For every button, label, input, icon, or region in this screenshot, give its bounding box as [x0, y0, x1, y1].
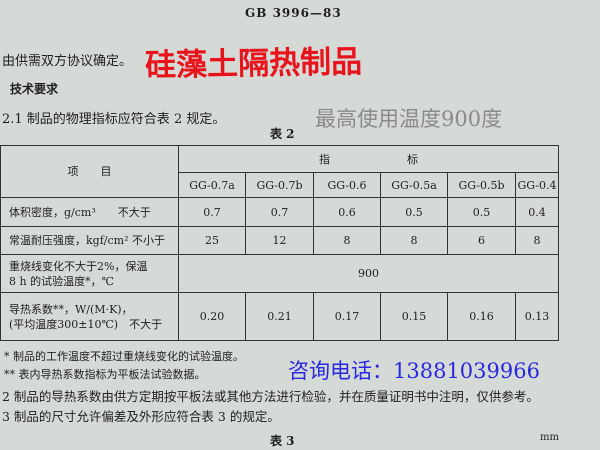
- label-line: 体积密度，g/cm³ 不大于: [9, 205, 151, 219]
- value-cell: 0.4: [515, 197, 559, 227]
- clause-line: 3 制品的尺寸允许偏差及外形应符合表 3 的规定。: [2, 409, 280, 424]
- row-label: 导热系数**，W/(M·K)， (平均温度300±10℃) 不大于: [0, 292, 179, 341]
- grade-header: GG-0.6: [313, 172, 381, 198]
- value-cell: 25: [178, 226, 246, 255]
- note: * 制品的工作温度不超过重烧线变化的试验温度。: [4, 350, 244, 363]
- label-line: 导热系数**，W/(M·K)，: [9, 302, 133, 316]
- overlay-temp: 最高使用温度900度: [315, 107, 503, 131]
- value-cell: 0.6: [313, 197, 381, 227]
- grade-header: GG-0.7b: [245, 172, 314, 198]
- value-cell: 12: [245, 226, 314, 255]
- grade-header: GG-0.7a: [178, 172, 246, 198]
- overlay-product: 硅藻土隔热制品: [144, 44, 363, 84]
- row-label: 重烧线变化不大于2%，保温 8 h 的试验温度*，℃: [0, 254, 179, 293]
- index-header: 指 标: [178, 145, 559, 173]
- merged-value: 900: [178, 254, 559, 293]
- overlay-phone: 咨询电话：13881039966: [288, 359, 540, 383]
- value-cell: 0.20: [178, 292, 246, 341]
- label-line: 重烧线变化不大于2%，保温: [9, 259, 148, 273]
- value-cell: 0.15: [380, 292, 448, 341]
- value-cell: 8: [380, 226, 448, 255]
- value-cell: 8: [313, 226, 381, 255]
- value-cell: 0.7: [245, 197, 314, 227]
- header-code: GB 3996—83: [245, 6, 342, 20]
- clause-line: 2 制品的导热系数由供方定期按平板法或其他方法进行检验，并在质量证明书中注明，仅…: [2, 389, 539, 404]
- table-caption: 表 2: [270, 127, 295, 141]
- label-line: 常温耐压强度，kgf/cm² 不小于: [9, 234, 165, 247]
- row-label: 体积密度，g/cm³ 不大于: [0, 197, 179, 227]
- value-cell: 0.21: [245, 292, 314, 341]
- next-caption: 表 3: [270, 434, 295, 448]
- value-cell: 6: [447, 226, 516, 255]
- unit: mm: [540, 432, 559, 443]
- value-cell: 0.5: [380, 197, 448, 227]
- grade-header: GG-0.5a: [380, 172, 448, 198]
- label-line: (平均温度300±10℃) 不大于: [9, 317, 163, 331]
- value-cell: 0.16: [447, 292, 516, 341]
- grade-header: GG-0.4: [515, 172, 559, 198]
- label-line: 8 h 的试验温度*，℃: [9, 274, 114, 288]
- note: ** 表内导热系数指标为平板法试验数据。: [4, 368, 206, 381]
- item-header: 项 目: [0, 145, 179, 198]
- clause: 2.1 制品的物理指标应符合表 2 规定。: [2, 112, 226, 127]
- row-label: 常温耐压强度，kgf/cm² 不小于: [0, 226, 179, 255]
- value-cell: 0.7: [178, 197, 246, 227]
- grade-header: GG-0.5b: [447, 172, 516, 198]
- value-cell: 0.5: [447, 197, 516, 227]
- value-cell: 0.17: [313, 292, 381, 341]
- value-cell: 8: [515, 226, 559, 255]
- intro-line: 由供需双方协议确定。: [2, 54, 133, 69]
- section-title: 技术要求: [10, 82, 59, 96]
- value-cell: 0.13: [515, 292, 559, 341]
